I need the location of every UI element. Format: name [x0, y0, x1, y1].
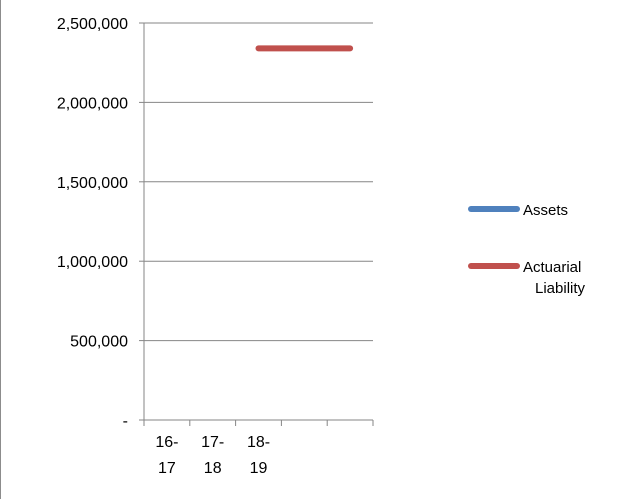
axis-layer	[139, 22, 374, 426]
legend-layer: Assets Actuarial Liability	[468, 202, 586, 297]
x-tick-label: 18-19	[247, 434, 270, 477]
legend-label-1: Assets	[523, 202, 568, 219]
y-tick-label: 1,500,000	[57, 175, 128, 192]
grid-layer	[144, 22, 373, 342]
legend-label-2: Actuarial Liability	[523, 259, 586, 297]
y-tick-label: 2,500,000	[57, 16, 128, 33]
x-tick-label: 16-17	[155, 434, 178, 477]
y-tick-label: -	[123, 413, 128, 430]
x-tick-label: 17-18	[201, 434, 224, 477]
y-tick-label: 500,000	[70, 334, 128, 351]
y-tick-label: 1,000,000	[57, 254, 128, 271]
y-tick-label: 2,000,000	[57, 95, 128, 112]
label-layer: - 500,000 1,000,000 1,500,000 2,000,000 2,500…	[57, 16, 270, 477]
